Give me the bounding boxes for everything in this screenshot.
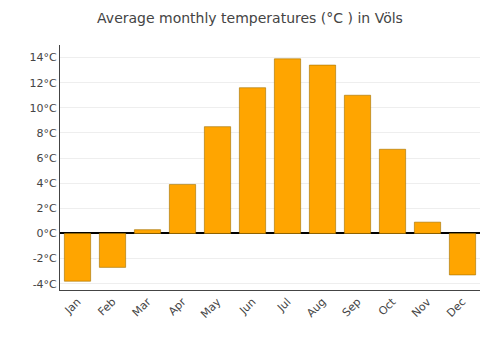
svg-text:6°C: 6°C xyxy=(37,152,57,165)
svg-text:Feb: Feb xyxy=(96,296,119,319)
svg-text:Aug: Aug xyxy=(304,296,328,320)
svg-text:Oct: Oct xyxy=(376,295,399,318)
svg-text:4°C: 4°C xyxy=(37,177,57,190)
svg-text:Dec: Dec xyxy=(444,296,468,320)
svg-text:Sep: Sep xyxy=(340,296,364,320)
svg-text:Mar: Mar xyxy=(130,295,154,319)
svg-text:Apr: Apr xyxy=(166,295,189,318)
svg-text:Jul: Jul xyxy=(274,296,293,315)
svg-text:2°C: 2°C xyxy=(37,202,57,215)
svg-text:May: May xyxy=(198,295,224,321)
svg-text:Jun: Jun xyxy=(236,295,258,317)
svg-text:Average monthly temperatures (: Average monthly temperatures (°C ) in Vö… xyxy=(97,10,403,26)
svg-text:0°C: 0°C xyxy=(37,227,57,240)
svg-text:-2°C: -2°C xyxy=(33,252,57,265)
svg-text:10°C: 10°C xyxy=(30,102,57,115)
svg-text:Nov: Nov xyxy=(409,295,434,320)
svg-text:8°C: 8°C xyxy=(37,127,57,140)
svg-text:-4°C: -4°C xyxy=(33,278,57,291)
svg-text:Jan: Jan xyxy=(62,296,84,318)
svg-text:14°C: 14°C xyxy=(30,51,57,64)
svg-text:12°C: 12°C xyxy=(30,77,57,90)
